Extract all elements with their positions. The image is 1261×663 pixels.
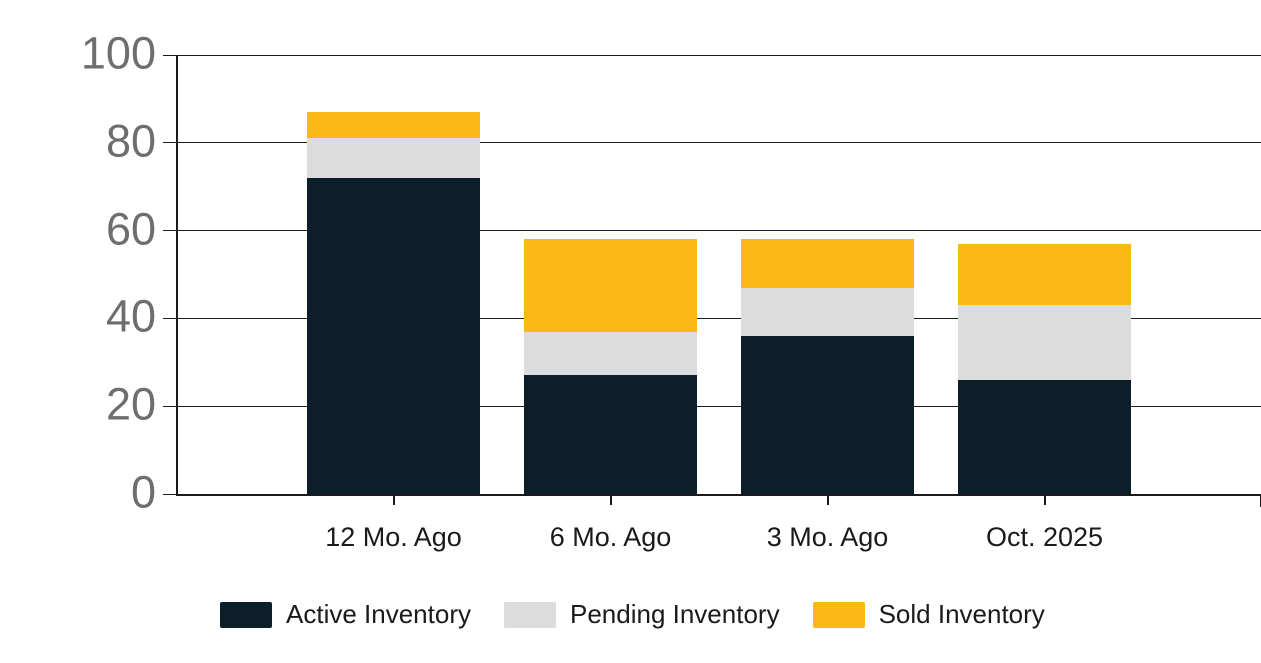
bar-segment-3-mo-ago-sold-inventory [741, 239, 914, 288]
y-axis-label-80: 80 [105, 115, 156, 167]
bar-segment-3-mo-ago-active-inventory [741, 335, 914, 494]
legend-label-pending-inventory: Pending Inventory [569, 599, 780, 629]
x-axis-label-1: 12 Mo. Ago [325, 522, 462, 552]
bar-segment-6-mo-ago-pending-inventory [524, 331, 697, 376]
y-tick-0 [163, 493, 178, 495]
bar-segment-6-mo-ago-active-inventory [524, 375, 697, 494]
bar-segment-oct-2025-active-inventory [958, 379, 1131, 494]
y-axis-label-20: 20 [105, 378, 156, 430]
y-axis-label-60: 60 [105, 202, 156, 254]
x-axis-label-4: Oct. 2025 [985, 522, 1104, 552]
gridline-60 [178, 230, 1261, 232]
y-axis-label-100: 100 [80, 27, 156, 79]
legend-item-pending-inventory: Pending Inventory [503, 599, 780, 630]
y-tick-100 [163, 54, 178, 56]
bar-segment-oct-2025-pending-inventory [958, 305, 1131, 380]
gridline-20 [178, 405, 1261, 407]
x-tick-1 [392, 496, 395, 505]
bar-segment-3-mo-ago-pending-inventory [741, 287, 914, 336]
bar-segment-oct-2025-sold-inventory [958, 243, 1131, 306]
gridline-40 [178, 317, 1261, 319]
y-axis-label-0: 0 [130, 466, 156, 518]
x-axis-label-3: 3 Mo. Ago [766, 522, 889, 552]
y-tick-80 [163, 142, 178, 144]
legend-swatch-sold-inventory [812, 601, 865, 628]
x-tick-4 [1043, 496, 1046, 505]
legend-label-active-inventory: Active Inventory [286, 599, 471, 629]
x-tick-3 [826, 496, 829, 505]
bar-segment-12-mo-ago-sold-inventory [307, 112, 480, 139]
gridline-100 [178, 54, 1261, 56]
legend-label-sold-inventory: Sold Inventory [878, 599, 1045, 629]
bar-segment-12-mo-ago-active-inventory [307, 177, 480, 494]
y-tick-20 [163, 405, 178, 407]
y-axis-label-40: 40 [105, 290, 156, 342]
x-tick-2 [609, 496, 612, 505]
legend-item-sold-inventory: Sold Inventory [812, 599, 1045, 630]
legend: Active Inventory Pending Inventory Sold In… [220, 599, 1045, 630]
legend-swatch-active-inventory [220, 601, 272, 628]
x-axis-label-2: 6 Mo. Ago [549, 522, 672, 552]
y-tick-60 [163, 230, 178, 232]
plot-area: 0 20 40 60 80 100 12 Mo. Ago 6 Mo. Ago 3 Mo. Ago… [81, 30, 1261, 552]
legend-item-active-inventory: Active Inventory [220, 599, 471, 630]
bar-segment-6-mo-ago-sold-inventory [524, 239, 697, 332]
bar-segment-12-mo-ago-pending-inventory [307, 138, 480, 178]
y-tick-40 [163, 317, 178, 319]
gridline-80 [178, 142, 1261, 144]
legend-swatch-pending-inventory [503, 601, 556, 628]
